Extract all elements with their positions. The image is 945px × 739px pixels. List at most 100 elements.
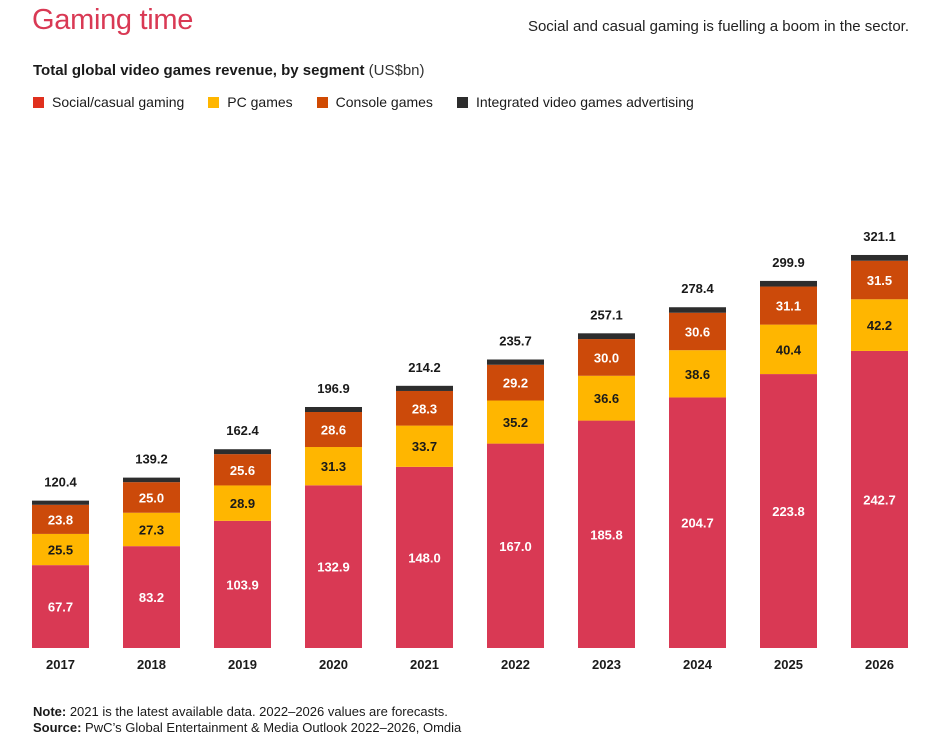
chart-subtitle-unit: (US$bn)	[368, 62, 425, 79]
total-label-2018: 139.2	[135, 452, 168, 467]
footnote-source: Source: PwC’s Global Entertainment & Med…	[33, 720, 461, 736]
bar-advertising-2023	[578, 333, 635, 340]
data-label-pc-2022: 35.2	[503, 415, 528, 430]
bar-advertising-2024	[669, 307, 726, 313]
bar-advertising-2017	[32, 500, 89, 505]
data-label-social-2022: 167.0	[499, 539, 532, 554]
legend-swatch-advertising	[456, 96, 468, 108]
data-label-social-2018: 83.2	[139, 590, 164, 605]
bar-social-2019	[214, 520, 271, 648]
legend: Social/casual gaming PC games Console ga…	[33, 94, 718, 110]
bar-social-2017	[32, 565, 89, 648]
x-tick-label-2019: 2019	[228, 657, 257, 672]
bar-social-2025	[760, 374, 817, 648]
bar-pc-2018	[123, 512, 180, 547]
data-label-pc-2020: 31.3	[321, 459, 346, 474]
footnote: Note: 2021 is the latest available data.…	[33, 704, 461, 736]
bar-social-2020	[305, 485, 362, 648]
legend-swatch-console	[316, 96, 328, 108]
bar-console-2021	[396, 390, 453, 426]
legend-label-social: Social/casual gaming	[52, 94, 185, 110]
bar-advertising-2018	[123, 477, 180, 483]
chart-subtitle: Total global video games revenue, by seg…	[33, 62, 425, 79]
data-label-console-2021: 28.3	[412, 401, 437, 416]
data-label-social-2025: 223.8	[772, 504, 805, 519]
bar-pc-2022	[487, 400, 544, 444]
bar-social-2026	[851, 350, 908, 648]
x-tick-label-2026: 2026	[865, 657, 894, 672]
data-label-pc-2021: 33.7	[412, 439, 437, 454]
footnote-note: Note: 2021 is the latest available data.…	[33, 704, 461, 720]
legend-item-social: Social/casual gaming	[33, 94, 184, 110]
data-label-pc-2026: 42.2	[867, 318, 892, 333]
data-label-social-2021: 148.0	[408, 550, 441, 565]
legend-item-console: Console games	[316, 94, 433, 110]
bar-pc-2026	[851, 299, 908, 351]
x-tick-label-2023: 2023	[592, 657, 621, 672]
bar-pc-2025	[760, 324, 817, 375]
legend-item-pc: PC games	[208, 94, 293, 110]
tagline: Social and casual gaming is fuelling a b…	[527, 18, 909, 35]
bar-advertising-2021	[396, 385, 453, 391]
data-label-pc-2025: 40.4	[776, 342, 802, 357]
total-label-2020: 196.9	[317, 381, 350, 396]
bar-console-2022	[487, 364, 544, 401]
x-tick-label-2020: 2020	[319, 657, 348, 672]
legend-label-advertising: Integrated video games advertising	[475, 94, 694, 110]
total-label-2023: 257.1	[590, 307, 623, 322]
bar-console-2026	[851, 260, 908, 300]
total-label-2017: 120.4	[44, 475, 77, 490]
bar-console-2023	[578, 339, 635, 376]
data-label-pc-2024: 38.6	[685, 367, 710, 382]
data-label-console-2017: 23.8	[48, 512, 73, 527]
footnote-source-text: PwC’s Global Entertainment & Media Outlo…	[81, 720, 462, 735]
total-label-2026: 321.1	[863, 229, 896, 244]
legend-swatch-social	[33, 96, 44, 108]
bar-console-2020	[305, 412, 362, 448]
bar-console-2024	[669, 312, 726, 351]
footnote-note-text: 2021 is the latest available data. 2022–…	[66, 704, 448, 719]
data-label-console-2026: 31.5	[867, 273, 892, 288]
data-label-console-2020: 28.6	[321, 423, 346, 438]
total-label-2024: 278.4	[681, 281, 714, 296]
bar-social-2022	[487, 443, 544, 648]
page-title: Gaming time	[32, 4, 194, 36]
bar-social-2024	[669, 397, 726, 648]
bar-pc-2020	[305, 447, 362, 486]
total-label-2022: 235.7	[499, 334, 532, 349]
footnote-source-label: Source:	[33, 720, 82, 735]
total-label-2021: 214.2	[408, 360, 441, 375]
footnote-note-label: Note:	[33, 704, 67, 719]
data-label-console-2023: 30.0	[594, 350, 619, 365]
data-label-social-2024: 204.7	[681, 516, 714, 531]
x-tick-label-2025: 2025	[774, 657, 803, 672]
data-label-social-2020: 132.9	[317, 560, 350, 575]
bar-console-2018	[123, 482, 180, 513]
data-label-console-2018: 25.0	[139, 490, 164, 505]
x-tick-label-2022: 2022	[501, 657, 530, 672]
data-label-console-2024: 30.6	[685, 324, 710, 339]
total-label-2019: 162.4	[226, 423, 259, 438]
stacked-bar-chart: 67.7 25.5 23.8 120.4 2017 83.2 27.3 25.0 139.2 20…	[32, 229, 908, 672]
bar-advertising-2019	[214, 449, 271, 455]
bar-pc-2019	[214, 485, 271, 521]
data-label-pc-2023: 36.6	[594, 391, 619, 406]
bar-social-2021	[396, 466, 453, 648]
legend-swatch-pc	[208, 96, 220, 108]
bar-pc-2023	[578, 375, 635, 421]
legend-label-console: Console games	[335, 94, 433, 110]
data-label-social-2019: 103.9	[226, 577, 259, 592]
data-label-social-2017: 67.7	[48, 600, 73, 615]
bar-console-2019	[214, 454, 271, 486]
x-tick-label-2021: 2021	[410, 657, 439, 672]
bar-pc-2024	[669, 350, 726, 398]
data-label-pc-2017: 25.5	[48, 543, 73, 558]
bar-social-2018	[123, 546, 180, 648]
bar-console-2017	[32, 504, 89, 534]
legend-item-advertising: Integrated video games advertising	[456, 94, 694, 110]
legend-label-pc: PC games	[227, 94, 293, 110]
x-tick-label-2018: 2018	[137, 657, 166, 672]
data-label-console-2019: 25.6	[230, 463, 255, 478]
data-label-pc-2018: 27.3	[139, 522, 164, 537]
bar-advertising-2020	[305, 406, 362, 413]
